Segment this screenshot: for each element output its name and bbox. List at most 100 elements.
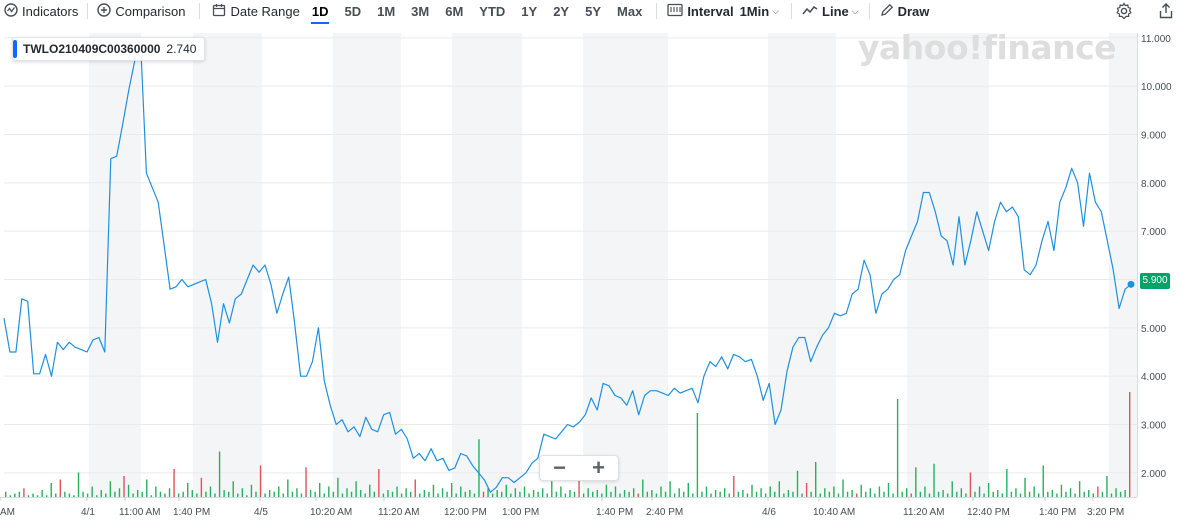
volume-bar: [45, 495, 48, 497]
x-tick-label: 4/5: [254, 507, 268, 518]
volume-bar: [64, 491, 66, 497]
current-price-tag: 5.900: [1140, 273, 1170, 289]
volume-bar: [278, 486, 280, 497]
volume-bar: [168, 488, 171, 497]
volume-bar: [396, 486, 398, 497]
volume-bar: [237, 493, 239, 497]
volume-bar: [1047, 491, 1049, 497]
volume-bar: [537, 491, 539, 497]
settings-button[interactable]: [1115, 2, 1133, 20]
volume-bar: [291, 491, 294, 497]
volume-bar: [655, 493, 658, 497]
volume-bar: [182, 491, 184, 497]
volume-bar: [541, 488, 544, 497]
volume-bar: [1115, 488, 1117, 497]
indicators-button[interactable]: Indicators: [4, 0, 78, 22]
volume-bar: [91, 486, 93, 497]
volume-bar: [318, 483, 321, 497]
volume-bar: [214, 493, 216, 497]
time-band: [1109, 33, 1137, 497]
volume-bar: [1065, 491, 1067, 497]
volume-bar: [191, 490, 193, 497]
volume-bar: [1060, 484, 1063, 497]
volume-bar: [455, 493, 457, 497]
volume-bar: [673, 493, 676, 497]
x-tick-label: 11:20 AM: [903, 507, 945, 518]
time-band: [768, 33, 836, 497]
volume-bar: [737, 491, 740, 497]
x-tick-label: 11:20 AM: [378, 507, 420, 518]
volume-bar: [414, 479, 416, 497]
volume-bar: [1051, 490, 1054, 497]
volume-bar: [855, 493, 858, 497]
volume-bar: [764, 493, 767, 497]
range-button-max[interactable]: Max: [617, 3, 643, 19]
volume-bar: [678, 488, 680, 497]
volume-bar: [692, 493, 694, 497]
volume-bar: [300, 493, 303, 497]
volume-bar: [874, 493, 876, 497]
x-tick-label: 1:00 PM: [502, 507, 539, 518]
volume-bar: [560, 486, 562, 497]
range-button-5d[interactable]: 5D: [344, 3, 362, 19]
zoom-out-button[interactable]: −: [553, 455, 566, 480]
range-button-3m[interactable]: 3M: [411, 3, 430, 19]
volume-bar: [14, 493, 16, 497]
volume-bar: [450, 483, 453, 497]
time-band: [193, 33, 262, 497]
volume-bar: [1092, 493, 1094, 497]
last-price-dot: [1127, 280, 1135, 288]
volume-bar: [127, 484, 130, 497]
volume-bar: [1042, 465, 1044, 497]
volume-bar: [746, 493, 749, 497]
volume-bar: [646, 491, 649, 497]
volume-bar: [546, 493, 548, 497]
volume-bar: [460, 486, 462, 497]
y-tick-label: 7.000: [1141, 227, 1166, 238]
volume-bar: [323, 493, 325, 497]
range-button-1y[interactable]: 1Y: [521, 3, 538, 19]
volume-bar: [100, 490, 102, 497]
zoom-in-button[interactable]: +: [592, 455, 605, 480]
interval-button[interactable]: Interval 1Min ⌵: [667, 0, 779, 22]
volume-bar: [341, 493, 344, 497]
comparison-button[interactable]: Comparison: [97, 0, 185, 22]
volume-bar: [573, 491, 576, 497]
volume-bar: [896, 399, 899, 497]
y-tick-label: 9.000: [1141, 131, 1166, 142]
chart-type-button[interactable]: Line ⌵: [802, 0, 859, 22]
volume-bar: [919, 491, 922, 497]
volume-bar: [601, 493, 603, 497]
volume-bar: [405, 488, 407, 497]
range-button-5y[interactable]: 5Y: [585, 3, 602, 19]
volume-bar: [833, 486, 835, 497]
volume-bar: [223, 490, 225, 497]
quote-legend[interactable]: TWLO210409C00360000 2.740: [12, 37, 206, 61]
range-button-6m[interactable]: 6M: [445, 3, 464, 19]
volume-bar: [118, 488, 121, 497]
time-band: [89, 33, 141, 497]
range-button-1m[interactable]: 1M: [377, 3, 396, 19]
date-range-button[interactable]: Date Range: [212, 0, 300, 22]
volume-bar: [906, 488, 908, 497]
volume-bar: [482, 491, 485, 497]
volume-bar: [328, 486, 330, 497]
volume-bar: [359, 490, 362, 497]
draw-button[interactable]: Draw: [880, 0, 929, 22]
range-button-1d[interactable]: 1D: [304, 0, 337, 24]
indicators-label: Indicators: [22, 3, 79, 19]
volume-bar: [910, 493, 912, 497]
share-button[interactable]: [1157, 2, 1175, 20]
volume-bar: [892, 493, 894, 497]
comparison-label: Comparison: [115, 3, 186, 19]
x-tick-label: AM: [0, 507, 15, 518]
range-button-2y[interactable]: 2Y: [553, 3, 570, 19]
x-tick-label: 1:40 PM: [1039, 507, 1076, 518]
volume-bar: [296, 488, 298, 497]
range-button-ytd[interactable]: YTD: [479, 3, 506, 19]
volume-bar: [428, 491, 430, 497]
volume-bar: [136, 490, 139, 497]
volume-bar: [1028, 491, 1031, 497]
volume-bar: [287, 479, 289, 497]
